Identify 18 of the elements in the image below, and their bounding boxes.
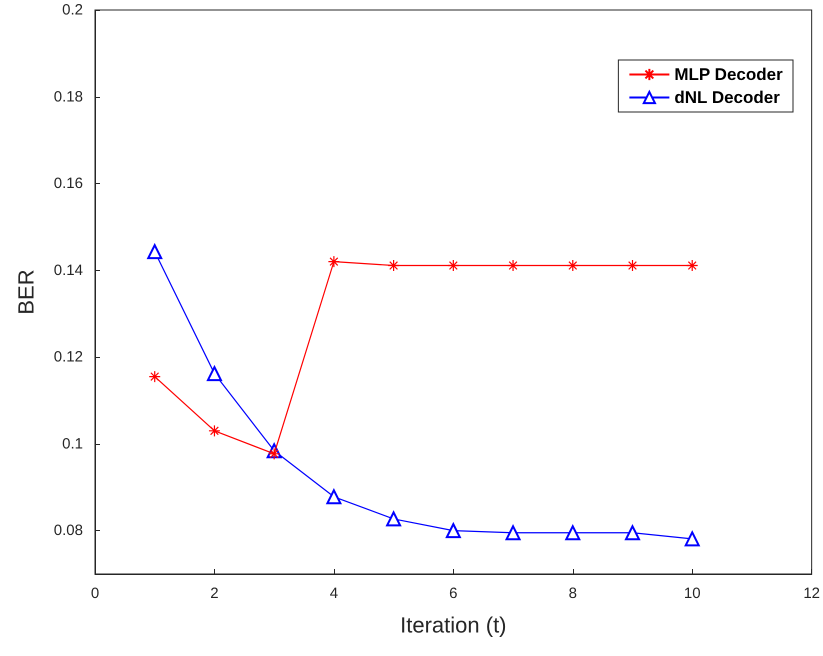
x-tick-label: 6	[449, 585, 458, 602]
x-axis-title: Iteration (t)	[400, 612, 507, 638]
legend-label: dNL Decoder	[674, 88, 780, 107]
x-tick-label: 0	[90, 585, 100, 602]
y-tick-label: 0.16	[54, 175, 83, 192]
y-tick-label: 0.08	[54, 522, 83, 540]
y-tick-label: 0.2	[62, 2, 83, 18]
x-tick-label: 10	[684, 585, 701, 602]
x-tick-label: 12	[803, 585, 820, 602]
y-tick-label: 0.18	[54, 88, 83, 106]
x-tick-label: 2	[210, 585, 219, 602]
legend-label: MLP Decoder	[674, 65, 784, 84]
y-axis-title: BER	[14, 269, 38, 315]
x-tick-label: 8	[568, 585, 577, 602]
y-tick-label: 0.1	[62, 435, 83, 452]
y-tick-label: 0.12	[54, 348, 83, 366]
y-tick-label: 0.14	[54, 262, 83, 279]
x-tick-label: 4	[330, 585, 338, 602]
